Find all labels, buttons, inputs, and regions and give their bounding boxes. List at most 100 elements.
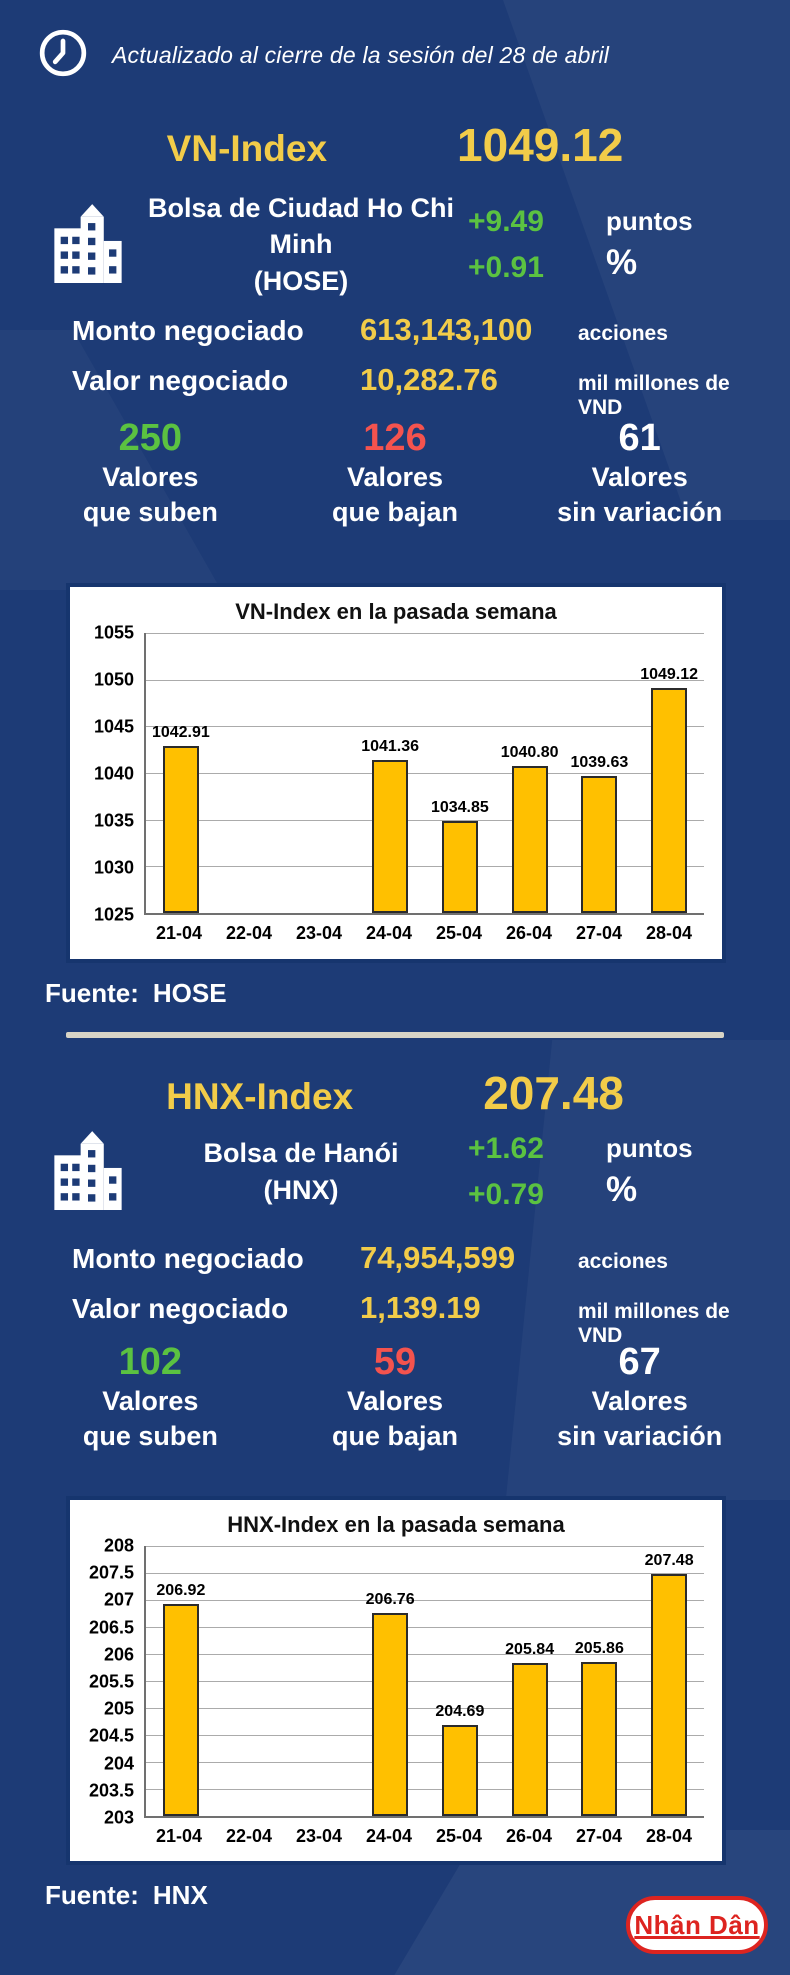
vn-units-column: puntos % [606, 206, 756, 283]
bar-25-04 [441, 821, 478, 913]
vn-volume-row: Monto negociado 613,143,100 acciones [72, 312, 774, 348]
gridline [146, 679, 704, 681]
vn-advancers-label1: Valores [102, 461, 199, 492]
y-tick-label: 1040 [93, 763, 134, 784]
hnx-exchange-row: Bolsa de Hanói (HNX) +1.62 +0.79 puntos … [52, 1128, 756, 1215]
y-tick-label: 206.5 [88, 1617, 134, 1638]
vn-stats-row: 250 Valores que suben 126 Valores que ba… [28, 417, 762, 531]
gridline [146, 866, 704, 868]
vn-chart-title: VN-Index en la pasada semana [235, 599, 557, 624]
vn-value-value: 10,282.76 [360, 362, 498, 397]
bar-value-label: 205.86 [574, 1639, 624, 1657]
vn-index-chart: VN-Index en la pasada semana 1055 1050 104… [66, 583, 726, 963]
x-tick-label: 28-04 [645, 1826, 693, 1846]
y-tick-label: 204 [103, 1753, 134, 1774]
vn-decliners: 126 Valores que bajan [273, 417, 518, 531]
gridline [146, 819, 704, 821]
x-tick-label: 21-04 [155, 923, 203, 943]
hnx-unchanged-label2: sin variación [557, 1421, 723, 1452]
gridline [146, 1762, 704, 1763]
x-tick-label: 26-04 [505, 1826, 553, 1846]
bar-value-label: 1041.36 [361, 738, 420, 756]
hnx-decliners-label2: que bajan [331, 1421, 459, 1452]
vn-chart-plot: 1042.91 1041.36 1034.85 1040.80 1039.63 1049.… [144, 633, 704, 915]
gridline [146, 1735, 704, 1736]
hnx-volume-value: 74,954,599 [360, 1240, 516, 1275]
vn-unchanged-count: 61 [618, 417, 661, 459]
hnx-advancers: 102 Valores que suben [28, 1341, 273, 1455]
x-tick-label: 27-04 [575, 1826, 623, 1846]
vn-decliners-count: 126 [363, 417, 427, 459]
hnx-unchanged-label1: Valores [591, 1385, 688, 1416]
gridline [146, 633, 704, 634]
y-tick-label: 1035 [93, 810, 134, 831]
x-tick-label: 27-04 [575, 923, 623, 943]
y-tick-label: 1055 [93, 622, 134, 643]
hnx-volume-row: Monto negociado 74,954,599 acciones [72, 1240, 774, 1276]
bar-value-label: 205.84 [505, 1640, 555, 1658]
hnx-value-row: Valor negociado 1,139.19 mil millones de… [72, 1290, 774, 1348]
bar-27-04 [581, 776, 618, 913]
y-tick-label: 206 [103, 1644, 134, 1665]
hnx-change-points: +1.62 [468, 1131, 544, 1165]
hnx-value-value: 1,139.19 [360, 1290, 481, 1325]
bar-value-label: 204.69 [435, 1702, 485, 1720]
x-tick-label: 23-04 [295, 1826, 343, 1846]
vn-change-percent: +0.91 [468, 250, 544, 284]
gridline [146, 773, 704, 774]
vn-change-column: +9.49 +0.91 [468, 205, 578, 285]
y-tick-label: 205.5 [88, 1671, 134, 1692]
bar-26-04 [511, 765, 548, 913]
vn-trade-block: Monto negociado 613,143,100 acciones Val… [72, 312, 774, 434]
bar-slot-26-04: 1040.80 [495, 633, 565, 913]
bar-slot-27-04: 1039.63 [565, 633, 635, 913]
bar-21-04 [162, 745, 199, 913]
bar-27-04 [581, 1661, 618, 1816]
y-tick-label: 205 [103, 1698, 134, 1719]
vn-chart-xaxis: 21-04 22-04 23-04 24-04 25-04 26-04 27-04 28-04 [144, 923, 704, 944]
bar-slot-28-04: 207.48 [634, 1546, 704, 1816]
vn-chart-yaxis: 1055 1050 1045 1040 1035 1030 1025 [78, 623, 144, 925]
y-tick-label: 207.5 [88, 1562, 134, 1583]
bar-slot-28-04: 1049.12 [634, 633, 704, 913]
hnx-source: Fuente: HNX [45, 1880, 208, 1911]
hnx-index-chart: HNX-Index en la pasada semana 208 207.5 20… [66, 1496, 726, 1865]
vn-exchange-row: Bolsa de Ciudad Ho Chi Minh (HOSE) +9.49… [52, 190, 756, 299]
x-tick-label: 23-04 [295, 923, 343, 943]
bar-value-label: 1049.12 [640, 665, 699, 683]
vn-change-points: +9.49 [468, 204, 544, 238]
vn-value-unit: mil millones de VND [578, 372, 730, 419]
hnx-exchange-name: Bolsa de Hanói (HNX) [134, 1135, 468, 1208]
updated-text: Actualizado al cierre de la sesión del 2… [112, 42, 610, 68]
hnx-units-column: puntos % [606, 1133, 756, 1210]
vn-index-value: 1049.12 [457, 119, 624, 171]
vn-unchanged-label1: Valores [591, 461, 688, 492]
hnx-percent-label: % [606, 1170, 638, 1209]
vn-advancers: 250 Valores que suben [28, 417, 273, 531]
section-divider [66, 1032, 724, 1038]
y-tick-label: 1045 [93, 716, 134, 737]
hnx-value-unit: mil millones de VND [578, 1300, 730, 1347]
x-tick-label: 26-04 [505, 923, 553, 943]
bar-28-04 [651, 687, 688, 913]
vn-chart-plot-area: 1055 1050 1045 1040 1035 1030 1025 1042.91 1041… [70, 623, 722, 925]
update-header: Actualizado al cierre de la sesión del 2… [38, 28, 609, 83]
bar-value-label: 206.76 [365, 1590, 415, 1608]
bar-value-label: 1034.85 [430, 799, 489, 817]
y-tick-label: 204.5 [88, 1725, 134, 1746]
hnx-unchanged: 67 Valores sin variación [517, 1341, 762, 1455]
x-tick-label: 22-04 [225, 1826, 273, 1846]
hnx-exchange-name-line: Bolsa de Hanói [203, 1138, 399, 1169]
x-tick-label: 28-04 [645, 923, 693, 943]
bar-slot-24-04: 206.76 [355, 1546, 425, 1816]
bar-21-04 [162, 1604, 199, 1816]
hnx-exchange-code: (HNX) [263, 1174, 339, 1205]
gridline [146, 1546, 704, 1547]
hnx-change-column: +1.62 +0.79 [468, 1132, 578, 1212]
vn-points-label: puntos [606, 206, 693, 237]
y-tick-label: 203 [103, 1807, 134, 1828]
bar-slot-24-04: 1041.36 [355, 633, 425, 913]
y-tick-label: 1030 [93, 857, 134, 878]
bar-28-04 [651, 1574, 688, 1816]
vn-unchanged-label2: sin variación [557, 497, 723, 528]
